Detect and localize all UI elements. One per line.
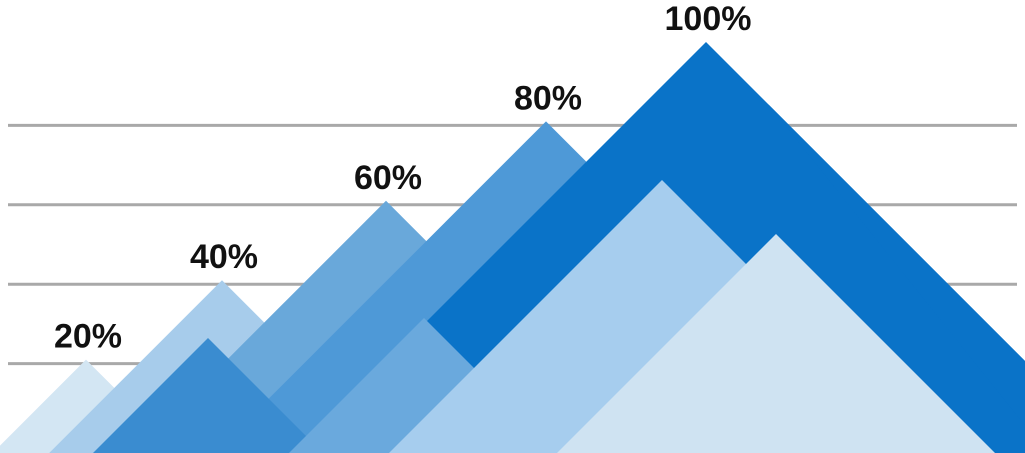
inner-peak-1 [93, 338, 323, 453]
peak-label-60pct: 60% [354, 159, 422, 197]
peak-label-20pct: 20% [54, 318, 122, 356]
peak-label-80pct: 80% [514, 79, 582, 117]
peak-label-100pct: 100% [665, 0, 752, 38]
inner-peaks [93, 42, 1025, 453]
inner-peak-4 [557, 234, 995, 453]
peak-label-40pct: 40% [190, 238, 258, 276]
peak-labels: 20% 40% 60% 80% 100% [54, 0, 752, 356]
